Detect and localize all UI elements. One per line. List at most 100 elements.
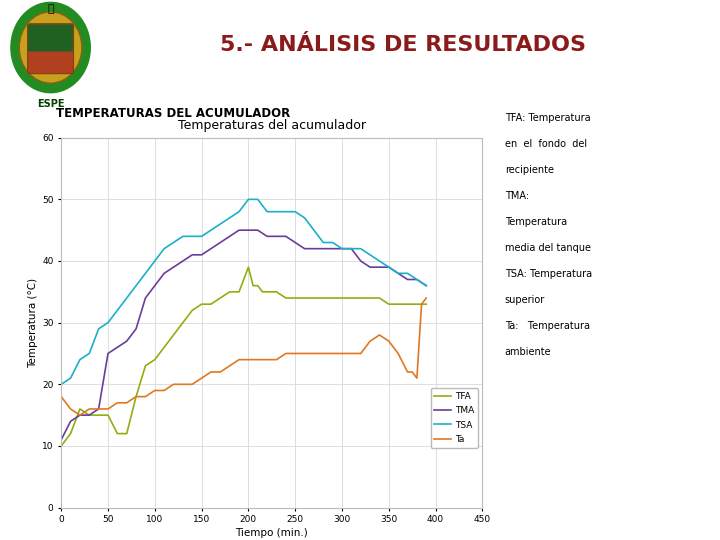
TFA (235, 288, 243, 295)
Ta (160, 387, 168, 394)
TMA (216, 239, 225, 246)
Ta (366, 338, 374, 345)
TFA (94, 412, 103, 418)
TSA (85, 350, 94, 357)
Ta (417, 301, 426, 307)
Text: 🦅: 🦅 (48, 4, 54, 15)
TFA (347, 295, 356, 301)
TFA (179, 319, 187, 326)
TFA (197, 301, 206, 307)
TFA (150, 356, 159, 363)
Ta (291, 350, 300, 357)
TSA (253, 196, 262, 202)
Ta (282, 350, 290, 357)
TSA (113, 307, 122, 314)
TFA (403, 301, 412, 307)
Ta (197, 375, 206, 381)
TFA (268, 288, 276, 295)
Ta (356, 350, 365, 357)
TFA (85, 412, 94, 418)
TFA (141, 362, 150, 369)
TFA (104, 412, 112, 418)
TFA (132, 393, 140, 400)
Line: TFA: TFA (61, 267, 426, 446)
TFA (310, 295, 318, 301)
TSA (328, 239, 337, 246)
Ta (375, 332, 384, 338)
TMA (263, 233, 271, 240)
TMA (113, 344, 122, 350)
TFA (291, 295, 300, 301)
TSA (356, 245, 365, 252)
TMA (104, 350, 112, 357)
TFA (356, 295, 365, 301)
Ta (422, 295, 431, 301)
TMA (338, 245, 346, 252)
Text: ambiente: ambiente (505, 347, 552, 357)
TFA (216, 295, 225, 301)
TFA (113, 430, 122, 437)
TMA (366, 264, 374, 271)
TSA (225, 214, 234, 221)
Ta (141, 393, 150, 400)
TFA (422, 301, 431, 307)
TSA (244, 196, 253, 202)
TFA (338, 295, 346, 301)
TMA (179, 258, 187, 264)
TMA (66, 418, 75, 424)
TMA (291, 239, 300, 246)
TFA (188, 307, 197, 314)
Ta (272, 356, 281, 363)
TSA (366, 252, 374, 258)
TSA (57, 381, 66, 388)
TMA (169, 264, 178, 271)
TFA (57, 443, 66, 449)
Ta (384, 338, 393, 345)
TSA (338, 245, 346, 252)
TFA (263, 288, 271, 295)
TFA (328, 295, 337, 301)
Ta (300, 350, 309, 357)
TMA (57, 436, 66, 443)
TFA (258, 288, 266, 295)
TFA (122, 430, 131, 437)
TMA (94, 406, 103, 412)
TSA (76, 356, 84, 363)
Ta (310, 350, 318, 357)
Text: TMA:: TMA: (505, 191, 528, 201)
Line: Ta: Ta (61, 298, 426, 415)
TMA (422, 282, 431, 289)
Text: 5.- ANÁLISIS DE RESULTADOS: 5.- ANÁLISIS DE RESULTADOS (220, 35, 586, 55)
TMA (235, 227, 243, 233)
Ta (235, 356, 243, 363)
Ta (328, 350, 337, 357)
TSA (122, 295, 131, 301)
TMA (188, 252, 197, 258)
TMA (122, 338, 131, 345)
TSA (422, 282, 431, 289)
TSA (216, 221, 225, 227)
TMA (85, 412, 94, 418)
TSA (207, 227, 215, 233)
Ta (113, 400, 122, 406)
TSA (310, 227, 318, 233)
TFA (244, 264, 253, 271)
TSA (319, 239, 328, 246)
TMA (244, 227, 253, 233)
TFA (366, 295, 374, 301)
TMA (272, 233, 281, 240)
Ta (225, 362, 234, 369)
Circle shape (11, 2, 90, 93)
TSA (235, 208, 243, 215)
TFA (160, 344, 168, 350)
TFA (413, 301, 421, 307)
Ta (57, 393, 66, 400)
Ta (338, 350, 346, 357)
TMA (403, 276, 412, 283)
TMA (132, 326, 140, 332)
Circle shape (19, 12, 82, 83)
TMA (300, 245, 309, 252)
TFA (394, 301, 402, 307)
Title: Temperaturas del acumulador: Temperaturas del acumulador (178, 119, 366, 132)
TFA (249, 282, 258, 289)
